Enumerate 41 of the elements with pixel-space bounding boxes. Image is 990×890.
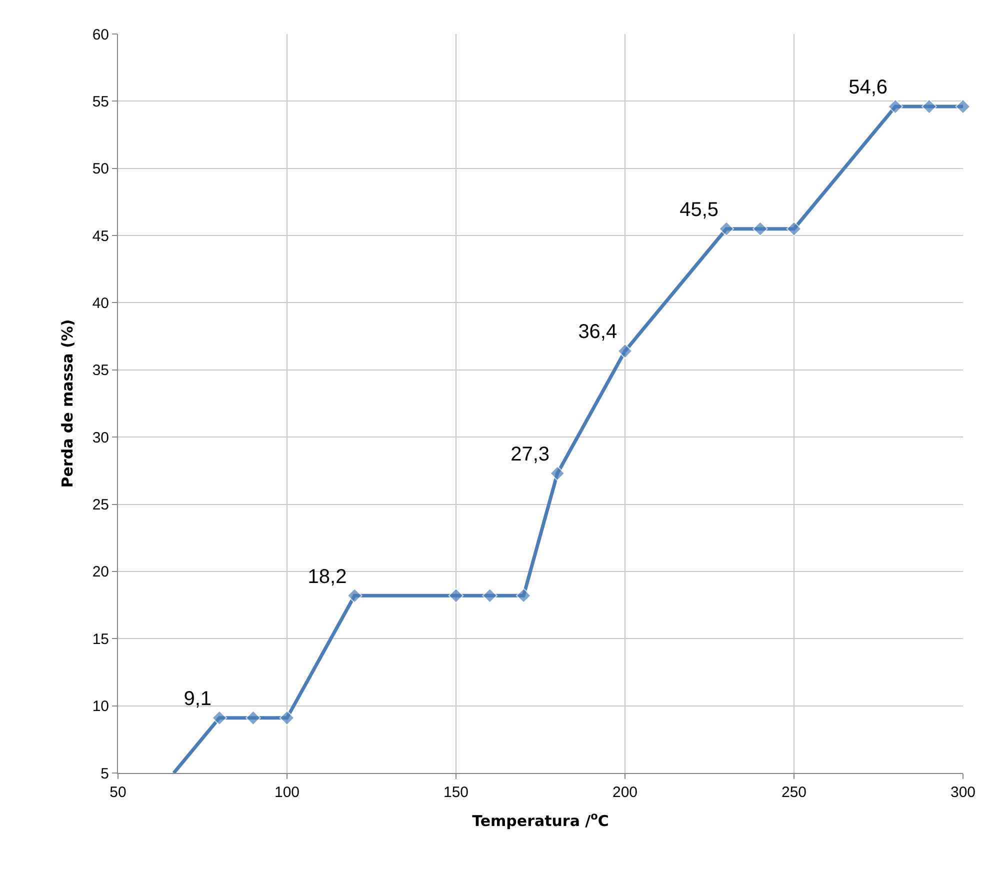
y-tick-label: 60 — [92, 26, 109, 44]
data-label: 18,2 — [308, 566, 347, 588]
point — [752, 221, 768, 236]
point — [955, 98, 971, 114]
x-tick-label: 100 — [274, 784, 300, 801]
y-tick-label: 15 — [92, 630, 109, 648]
x-tick-label: 150 — [443, 784, 469, 801]
data-label: 27,3 — [510, 443, 550, 466]
y-tick-label: 30 — [92, 429, 109, 446]
y-tick-label: 45 — [92, 228, 109, 245]
y-tick-label: 50 — [92, 160, 109, 178]
point — [516, 588, 532, 604]
point — [550, 466, 566, 482]
x-tick-label: 50 — [110, 784, 126, 801]
data-label: 36,4 — [578, 321, 618, 344]
y-tick-label: 5 — [100, 765, 109, 782]
point — [346, 588, 362, 604]
point — [212, 710, 228, 726]
y-tick-label: 10 — [92, 698, 109, 716]
y-tick-label: 55 — [92, 93, 109, 110]
point — [888, 98, 904, 114]
point — [482, 588, 498, 604]
point — [786, 221, 802, 236]
y-tick-label: 40 — [92, 294, 109, 312]
y-axis-title: Perda de massa (%) — [58, 319, 77, 488]
data-label: 9,1 — [184, 688, 212, 710]
point — [246, 710, 261, 726]
x-tick-label: 250 — [781, 784, 807, 801]
y-tick-label: 20 — [92, 564, 109, 581]
point — [279, 710, 295, 726]
point — [718, 221, 734, 236]
x-axis-title: Temperatura /$^{o}$C — [472, 810, 609, 830]
x-tick-label: 300 — [950, 784, 976, 801]
data-label: 54,6 — [848, 76, 888, 99]
x-tick-label: 200 — [612, 784, 638, 801]
point — [617, 343, 633, 359]
y-tick-label: 25 — [92, 496, 109, 514]
point — [448, 588, 464, 604]
y-tick-label: 35 — [92, 362, 109, 380]
point — [922, 98, 937, 114]
data-label: 45,5 — [680, 198, 719, 221]
